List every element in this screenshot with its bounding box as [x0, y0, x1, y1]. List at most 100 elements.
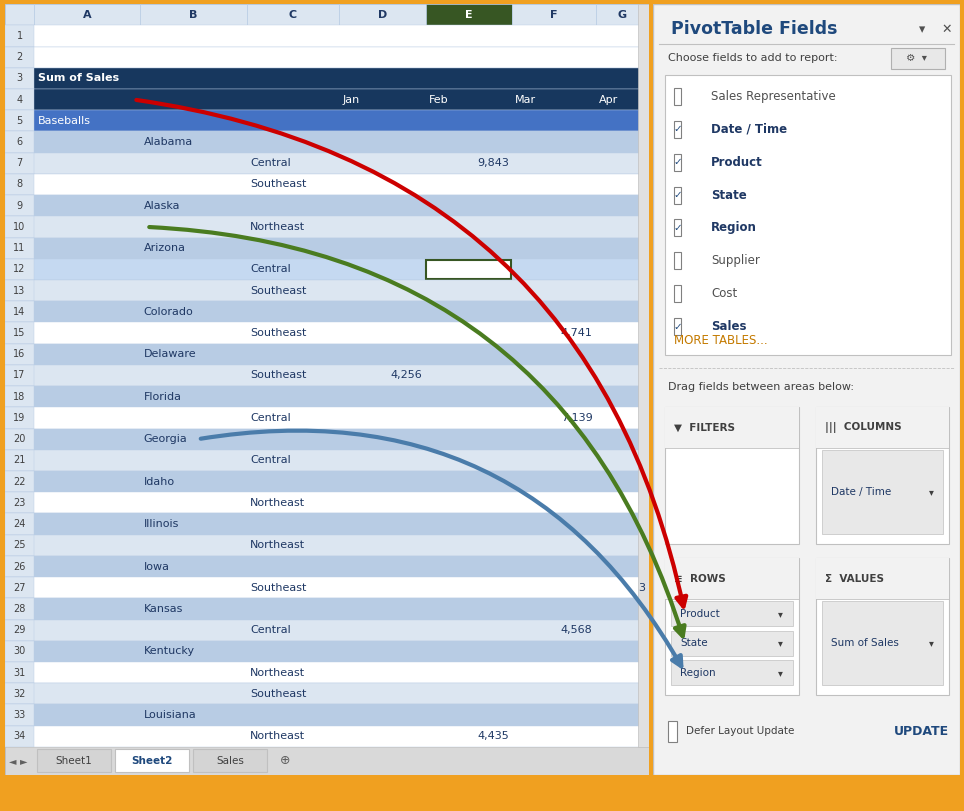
- Bar: [426, 260, 512, 279]
- Text: 3: 3: [16, 73, 22, 84]
- Bar: [5, 641, 35, 662]
- Text: Southeast: Southeast: [250, 285, 307, 295]
- Text: ≡  ROWS: ≡ ROWS: [674, 573, 726, 584]
- Text: Central: Central: [250, 625, 290, 635]
- Text: Feb: Feb: [429, 95, 448, 105]
- Bar: [821, 450, 943, 534]
- Text: State: State: [711, 188, 747, 201]
- Text: Central: Central: [250, 158, 290, 168]
- Bar: [5, 152, 649, 174]
- Text: ▾: ▾: [919, 23, 924, 36]
- Bar: [665, 75, 951, 354]
- Text: D: D: [378, 10, 387, 19]
- Bar: [671, 660, 792, 685]
- Text: 21: 21: [13, 456, 26, 466]
- Text: 32: 32: [13, 689, 26, 699]
- Text: Northeast: Northeast: [250, 540, 305, 551]
- Text: 22: 22: [13, 477, 26, 487]
- Bar: [5, 705, 649, 726]
- Bar: [5, 280, 649, 301]
- Text: Sales: Sales: [216, 756, 244, 766]
- Bar: [247, 4, 339, 25]
- Bar: [5, 534, 649, 556]
- Bar: [821, 602, 943, 685]
- Bar: [5, 238, 35, 259]
- Bar: [674, 121, 681, 138]
- Text: F: F: [550, 10, 557, 19]
- Bar: [5, 46, 35, 68]
- Bar: [5, 620, 649, 641]
- Text: Baseballs: Baseballs: [38, 116, 91, 126]
- Bar: [5, 450, 35, 471]
- Text: Northeast: Northeast: [250, 222, 305, 232]
- Text: Alaska: Alaska: [144, 200, 180, 211]
- Text: C: C: [289, 10, 297, 19]
- Text: Drag fields between areas below:: Drag fields between areas below:: [668, 382, 854, 392]
- Text: Alabama: Alabama: [144, 137, 193, 147]
- Text: Region: Region: [681, 667, 716, 678]
- Text: ⊕: ⊕: [280, 754, 290, 767]
- Text: Northeast: Northeast: [250, 498, 305, 508]
- Bar: [5, 323, 35, 344]
- Text: E: E: [465, 10, 472, 19]
- Bar: [5, 323, 649, 344]
- Bar: [5, 46, 649, 68]
- Text: ✓: ✓: [673, 124, 682, 135]
- Text: ▾: ▾: [778, 609, 783, 619]
- Text: Sales: Sales: [711, 320, 746, 333]
- Bar: [671, 602, 792, 626]
- Text: 19: 19: [13, 413, 26, 423]
- Text: Product: Product: [711, 156, 763, 169]
- Text: ▾: ▾: [928, 487, 933, 497]
- Bar: [674, 252, 681, 269]
- Text: 16: 16: [13, 350, 26, 359]
- Bar: [5, 747, 649, 775]
- Bar: [5, 195, 35, 217]
- Text: Southeast: Southeast: [250, 371, 307, 380]
- Bar: [115, 749, 189, 772]
- Text: Colorado: Colorado: [144, 307, 194, 317]
- Text: ✓: ✓: [673, 223, 682, 233]
- Text: 3: 3: [638, 583, 646, 593]
- Text: Sales Representative: Sales Representative: [711, 90, 836, 103]
- Text: 20: 20: [13, 434, 26, 444]
- Bar: [668, 720, 677, 742]
- Text: 29: 29: [13, 625, 26, 635]
- Bar: [665, 407, 799, 544]
- Text: 4,741: 4,741: [561, 328, 593, 338]
- Bar: [37, 749, 111, 772]
- Bar: [5, 726, 35, 747]
- Text: Central: Central: [250, 413, 290, 423]
- Text: Central: Central: [250, 456, 290, 466]
- Text: ⚙  ▾: ⚙ ▾: [906, 53, 927, 63]
- Bar: [5, 238, 649, 259]
- Text: ✓: ✓: [673, 322, 682, 332]
- Text: Northeast: Northeast: [250, 732, 305, 741]
- Text: 34: 34: [13, 732, 26, 741]
- Text: 2: 2: [16, 52, 23, 62]
- Text: Sum of Sales: Sum of Sales: [831, 638, 898, 648]
- Text: Mar: Mar: [516, 95, 536, 105]
- Bar: [5, 599, 649, 620]
- Bar: [5, 428, 35, 450]
- Text: B: B: [189, 10, 198, 19]
- Text: 13: 13: [13, 285, 26, 295]
- Text: Region: Region: [711, 221, 757, 234]
- Text: UPDATE: UPDATE: [895, 725, 950, 738]
- Text: 23: 23: [13, 498, 26, 508]
- Text: 4: 4: [16, 95, 22, 105]
- Bar: [512, 4, 596, 25]
- Bar: [674, 88, 681, 105]
- Text: 4,568: 4,568: [561, 625, 593, 635]
- Bar: [193, 749, 267, 772]
- Text: 8: 8: [16, 179, 22, 190]
- Bar: [5, 683, 35, 705]
- Bar: [816, 558, 950, 695]
- Text: Σ  VALUES: Σ VALUES: [825, 573, 884, 584]
- Text: ✓: ✓: [673, 157, 682, 167]
- Bar: [5, 386, 35, 407]
- Text: 24: 24: [13, 519, 26, 529]
- Bar: [5, 259, 35, 280]
- Bar: [5, 556, 649, 577]
- Bar: [5, 365, 649, 386]
